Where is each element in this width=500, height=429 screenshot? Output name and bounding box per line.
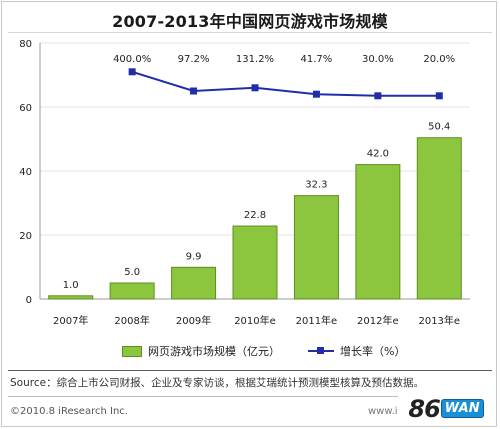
chart-title: 2007-2013年中国网页游戏市场规模 — [112, 12, 388, 31]
legend-line-swatch — [308, 346, 334, 356]
y-tick-label: 80 — [19, 39, 32, 50]
copyright-text: ©2010.8 iResearch Inc. — [10, 406, 128, 417]
watermark-wan-mark: WAN — [440, 399, 484, 418]
bar — [109, 282, 155, 300]
x-tick-label: 2012年e — [357, 314, 399, 327]
growth-value-label: 30.0% — [362, 54, 394, 65]
growth-point — [374, 92, 382, 100]
legend-bar-swatch — [122, 345, 142, 357]
bar — [355, 164, 401, 300]
growth-point — [190, 87, 198, 95]
site-url: www.i — [368, 406, 398, 417]
legend-line-label: 增长率（%） — [340, 345, 406, 358]
source-note: Source：综合上市公司财报、企业及专家访谈，根据艾瑞统计预测模型核算及预估数… — [10, 377, 425, 389]
footer-divider-top — [8, 370, 492, 371]
x-tick-label: 2011年e — [296, 314, 338, 327]
y-tick-label: 20 — [19, 231, 32, 242]
bar-value-label: 9.9 — [186, 251, 202, 262]
chart-canvas: 0 20 40 60 80 1.0 5.0 9.9 22.8 32.3 42.0 50.4 2007年 2… — [19, 39, 470, 327]
watermark-logo: 86 WAN — [398, 392, 494, 425]
watermark-86-mark: 86 — [408, 394, 440, 423]
x-tick-label: 2007年 — [53, 314, 88, 327]
bar — [416, 137, 462, 300]
bar-value-label: 50.4 — [428, 122, 450, 133]
bar-value-label: 22.8 — [244, 210, 266, 221]
legend-item-bar: 网页游戏市场规模（亿元） — [122, 343, 280, 359]
growth-point — [251, 84, 259, 92]
legend-bar-label: 网页游戏市场规模（亿元） — [148, 345, 280, 358]
growth-point — [435, 92, 443, 100]
growth-value-label: 97.2% — [178, 54, 210, 65]
x-tick-label: 2013年e — [418, 314, 460, 327]
bar-value-label: 1.0 — [63, 280, 79, 291]
growth-line — [131, 70, 440, 97]
bar-value-label: 32.3 — [305, 180, 327, 191]
bar — [293, 195, 339, 300]
title-divider — [8, 32, 492, 33]
y-tick-label: 60 — [19, 103, 32, 114]
y-tick-label: 40 — [19, 167, 32, 178]
bar — [48, 295, 94, 300]
x-tick-label: 2010年e — [234, 314, 276, 327]
x-tick-label: 2008年 — [114, 314, 149, 327]
growth-point — [128, 68, 136, 76]
growth-value-label: 20.0% — [423, 54, 455, 65]
growth-value-label: 131.2% — [236, 54, 274, 65]
x-tick-label: 2009年 — [176, 314, 211, 327]
bar — [171, 266, 217, 300]
legend-item-line: 增长率（%） — [308, 343, 405, 359]
bar — [232, 225, 278, 300]
growth-value-label: 400.0% — [113, 54, 151, 65]
growth-point — [312, 90, 320, 98]
footer-divider-bottom — [8, 396, 492, 397]
bar-value-label: 42.0 — [367, 149, 389, 160]
growth-value-label: 41.7% — [301, 54, 333, 65]
y-tick-label: 0 — [26, 295, 32, 306]
bar-value-label: 5.0 — [124, 267, 140, 278]
